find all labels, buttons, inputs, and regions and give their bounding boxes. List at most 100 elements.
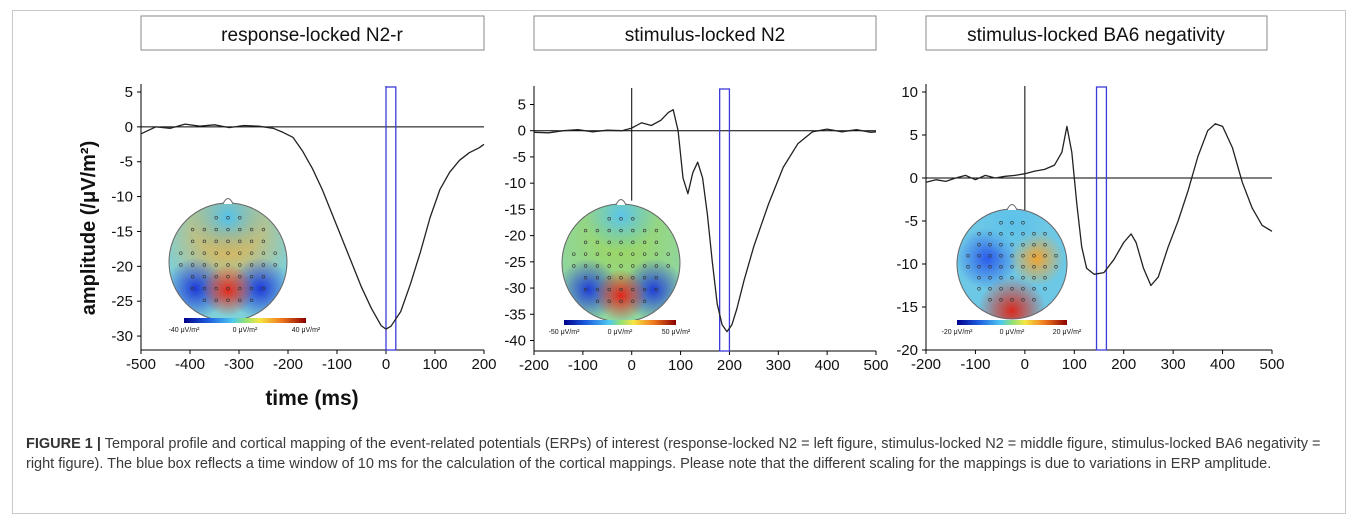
y-tick-label-1: -20 [111,258,133,275]
electrode-marker [1010,254,1014,258]
x-tick-label-1: 200 [471,356,496,373]
electrode-marker [249,298,254,303]
colorbar-min-label-2: -50 μV/m² [549,329,581,336]
electrode-marker [607,299,611,304]
electrode-marker [1043,287,1047,291]
electrode-marker [1054,254,1058,258]
electrode-marker [607,228,611,233]
panel-title-3: stimulus-locked BA6 negativity [967,25,1225,46]
electrode-marker [226,251,230,255]
y-tick-label-3: 5 [910,127,918,144]
electrode-marker [988,265,992,269]
electrode-marker [642,240,647,245]
figure-caption: FIGURE 1 | Temporal profile and cortical… [26,434,1334,474]
electrode-marker [654,276,659,280]
electrode-marker [238,216,242,220]
colorbar-2 [564,320,676,325]
x-tick-label-1: -400 [175,356,205,373]
electrode-marker [642,299,647,304]
y-tick-label-2: 0 [518,123,526,140]
electrode-marker [595,240,600,245]
electrode-marker [1010,276,1014,280]
erp-trace-2 [533,109,877,333]
panel-title-box-2 [533,15,877,51]
electrode-marker [1043,276,1047,280]
electrode-marker [179,263,183,267]
electrode-marker [595,264,600,268]
electrode-marker [202,263,207,267]
y-axis-label: amplitude (/μV/m²) [78,141,100,315]
electrode-marker [966,254,970,258]
x-tick-label-3: 100 [1062,356,1087,373]
electrode-marker [261,251,266,255]
x-tick-label-3: 400 [1210,356,1235,373]
x-tick-label-3: -100 [960,356,990,373]
time-window-box-3 [1095,86,1108,351]
electrode-marker [583,276,588,280]
x-tick-label-2: 200 [717,357,742,374]
electrode-marker [1021,254,1025,258]
colorbar-3 [957,320,1067,325]
electrode-marker [999,254,1003,258]
electrode-marker [249,275,254,279]
electrode-marker [202,286,207,291]
y-tick-label-1: -5 [120,154,133,171]
electrode-marker [595,276,600,280]
colorbar-mid-label-3: 0 μV/m² [1000,329,1025,336]
electrode-marker [619,217,623,221]
electrode-marker [238,251,242,255]
x-axis-label: time (ms) [265,387,358,410]
electrode-marker [631,240,635,245]
electrode-marker [595,287,600,292]
electrode-marker [654,287,659,292]
electrode-marker [966,265,970,269]
electrode-marker [631,217,635,221]
electrode-marker [214,239,218,244]
electrode-marker [1032,298,1036,302]
y-tick-label-2: -40 [504,333,526,350]
electrode-marker [249,251,254,255]
electrode-marker [607,240,611,245]
y-tick-label-1: 5 [125,84,133,101]
electrode-marker [190,263,195,267]
colorbar-mid-label-1: 0 μV/m² [233,327,258,334]
electrode-marker [226,216,230,220]
x-tick-label-3: 300 [1161,356,1186,373]
topo-blob [595,269,647,322]
figure-frame [12,10,1346,514]
x-tick-label-1: 0 [382,356,390,373]
erp-plots: response-locked N2-r-500 -400 -300 -200 -100… [78,15,1285,410]
electrode-marker [999,265,1003,269]
panel-title-box-1 [140,15,485,51]
electrode-marker [572,264,576,268]
caption-text: Temporal profile and cortical mapping of… [26,436,1321,472]
colorbar-min-label-3: -20 μV/m² [942,329,974,336]
electrode-marker [583,287,588,292]
electrode-marker [619,240,623,245]
y-tick-label-3: -15 [896,299,918,316]
y-tick-label-3: -5 [905,213,918,230]
y-tick-label-2: -30 [504,280,526,297]
electrode-marker [607,264,611,268]
electrode-marker [202,251,207,255]
electrode-marker [1032,276,1036,280]
electrode-marker [1043,254,1047,258]
electrode-marker [666,264,670,268]
electrode-marker [226,286,230,291]
x-tick-label-2: 300 [766,357,791,374]
electrode-marker [261,275,266,279]
electrode-marker [1010,298,1014,302]
electrode-marker [631,228,635,233]
electrode-marker [607,276,611,280]
electrode-marker [631,287,635,292]
topo-blob [977,276,1047,319]
electrode-marker [977,232,981,236]
electrode-marker [214,286,218,291]
panel-title-2: stimulus-locked N2 [625,25,786,46]
colorbar-min-label-1: -40 μV/m² [169,327,201,334]
electrode-marker [1021,221,1025,225]
y-tick-label-1: -25 [111,293,133,310]
electrode-marker [977,243,981,247]
electrode-marker [214,263,218,267]
electrode-marker [202,298,207,303]
